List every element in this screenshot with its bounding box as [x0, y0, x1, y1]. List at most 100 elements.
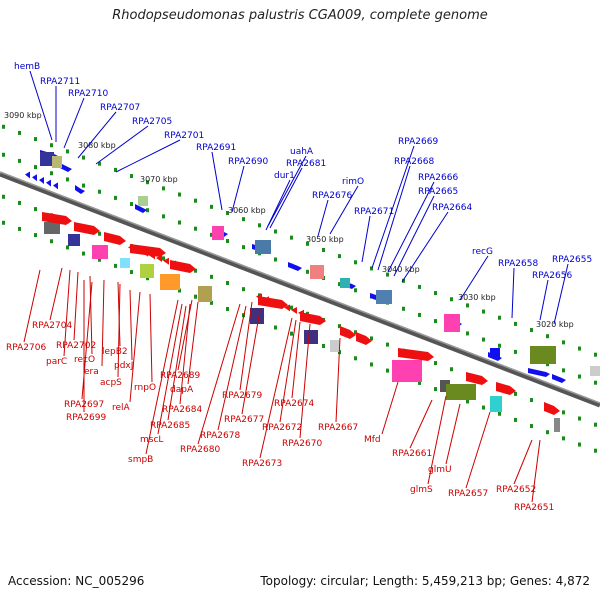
leader-line: [513, 439, 533, 485]
lane-tick: [562, 368, 565, 373]
lane-tick: [354, 356, 357, 361]
leader-line: [427, 395, 447, 485]
gene-label-forward: hemB: [14, 62, 40, 72]
lane-tick: [146, 180, 149, 185]
gene-label-forward: RPA2676: [312, 191, 352, 201]
gene-label-reverse: RPA2672: [262, 423, 302, 433]
leader-line: [371, 145, 415, 269]
lane-tick: [210, 204, 213, 209]
kbp-label: 3030 kbp: [458, 293, 496, 302]
kbp-label: 3050 kbp: [306, 235, 344, 244]
gene-label-reverse: Mfd: [364, 435, 381, 445]
leader-line: [459, 255, 489, 301]
lane-tick: [578, 346, 581, 351]
gene-label-reverse: RPA2704: [32, 321, 72, 331]
lane-tick: [482, 309, 485, 314]
gene-label-forward: RPA2669: [398, 137, 438, 147]
genome-backbone: [0, 171, 600, 408]
leader-line: [511, 267, 515, 319]
gene-label-forward: RPA2690: [228, 157, 268, 167]
gene-block: [250, 308, 264, 324]
gene-label-reverse: RPA2679: [222, 391, 262, 401]
gene-block: [68, 234, 80, 246]
lane-tick: [386, 342, 389, 347]
lane-tick: [306, 269, 309, 274]
leader-line: [211, 151, 223, 211]
leader-line: [393, 195, 435, 277]
lane-tick: [402, 306, 405, 311]
gene-arrow-small: [149, 252, 155, 260]
lane-tick: [322, 343, 325, 348]
lane-tick: [434, 319, 437, 324]
leader-line: [401, 211, 449, 283]
leader-line: [267, 155, 307, 227]
lane-tick: [210, 300, 213, 305]
gene-block: [120, 258, 130, 268]
lane-tick: [578, 416, 581, 421]
gene-arrow-small: [291, 307, 297, 315]
gene-label-reverse: RPA2652: [496, 485, 536, 495]
lane-tick: [322, 247, 325, 252]
leader-line: [49, 267, 63, 321]
lane-tick: [2, 220, 5, 225]
lane-tick: [418, 380, 421, 385]
gene-block: [590, 366, 600, 376]
gene-arrow-small: [270, 298, 276, 306]
leader-line: [29, 70, 53, 141]
gene-arrow-forward: [552, 374, 566, 383]
lane-tick: [274, 229, 277, 234]
lane-tick: [34, 233, 37, 238]
gene-label-forward: RPA2656: [532, 271, 572, 281]
gene-label-forward: RPA2666: [418, 173, 458, 183]
lane-tick: [130, 174, 133, 179]
gene-label-forward: RPA2665: [418, 187, 458, 197]
lane-tick: [18, 158, 21, 163]
gene-arrow-reverse: [544, 402, 560, 415]
gene-block: [304, 330, 318, 344]
gene-label-forward: RPA2664: [432, 203, 472, 213]
lane-tick: [242, 217, 245, 222]
lane-tick: [530, 398, 533, 403]
lane-tick: [242, 245, 245, 250]
lane-tick: [418, 312, 421, 317]
lane-tick: [338, 282, 341, 287]
gene-block: [40, 152, 54, 166]
lane-tick: [226, 211, 229, 216]
leader-line: [187, 301, 199, 385]
lane-tick: [482, 337, 485, 342]
leader-line: [291, 321, 301, 399]
leader-line: [259, 317, 293, 459]
kbp-label: 3020 kbp: [536, 320, 574, 329]
gene-block: [160, 274, 180, 290]
lane-tick: [18, 200, 21, 205]
gene-arrow-small: [39, 176, 44, 184]
lane-tick: [34, 207, 37, 212]
gene-label-reverse: glmU: [428, 465, 452, 475]
lane-tick: [290, 331, 293, 336]
accession-text: Accession: NC_005296: [8, 574, 145, 588]
lane-tick: [178, 220, 181, 225]
lane-tick: [50, 239, 53, 244]
gene-block: [554, 418, 560, 432]
lane-tick: [434, 387, 437, 392]
lane-tick: [450, 367, 453, 372]
lane-tick: [50, 171, 53, 176]
gene-label-reverse: smpB: [128, 455, 153, 465]
gene-label-forward: RPA2710: [68, 89, 108, 99]
lane-tick: [162, 214, 165, 219]
leader-line: [279, 319, 297, 423]
gene-arrow-reverse: [356, 332, 372, 345]
gene-label-reverse: RPA2689: [160, 371, 200, 381]
gene-label-reverse: dapA: [170, 385, 194, 395]
gene-block: [530, 346, 556, 364]
lane-tick: [146, 208, 149, 213]
leader-line: [73, 271, 79, 341]
lane-tick: [290, 305, 293, 310]
gene-arrow-small: [32, 174, 37, 182]
lane-tick: [274, 325, 277, 330]
gene-arrow-small: [256, 293, 262, 301]
gene-block: [255, 240, 271, 254]
